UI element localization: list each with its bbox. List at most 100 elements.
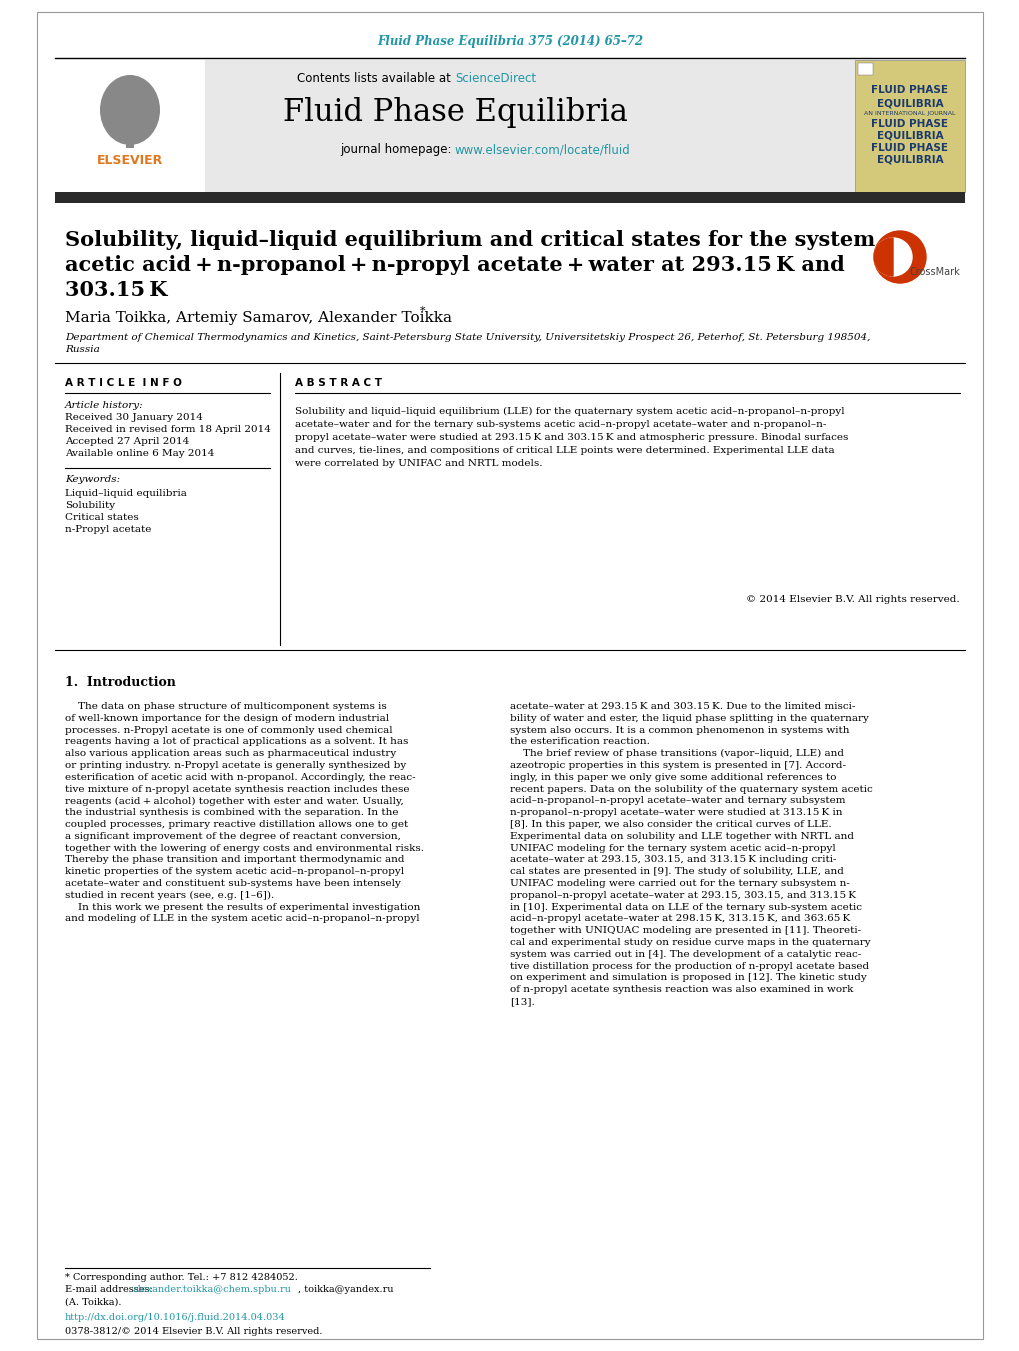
- Text: system was carried out in [4]. The development of a catalytic reac-: system was carried out in [4]. The devel…: [510, 950, 860, 959]
- Text: Solubility, liquid–liquid equilibrium and critical states for the system: Solubility, liquid–liquid equilibrium an…: [65, 230, 874, 250]
- FancyBboxPatch shape: [55, 59, 854, 192]
- Text: journal homepage:: journal homepage:: [339, 143, 454, 157]
- Circle shape: [873, 238, 911, 276]
- Text: tive mixture of n-propyl acetate synthesis reaction includes these: tive mixture of n-propyl acetate synthes…: [65, 785, 409, 793]
- Text: acetate–water at 293.15 K and 303.15 K. Due to the limited misci-: acetate–water at 293.15 K and 303.15 K. …: [510, 703, 855, 711]
- Text: acetate–water at 293.15, 303.15, and 313.15 K including criti-: acetate–water at 293.15, 303.15, and 313…: [510, 855, 836, 865]
- Text: www.elsevier.com/locate/fluid: www.elsevier.com/locate/fluid: [454, 143, 630, 157]
- Text: 303.15 K: 303.15 K: [65, 280, 167, 300]
- Text: [13].: [13].: [510, 997, 534, 1006]
- Text: cal and experimental study on residue curve maps in the quaternary: cal and experimental study on residue cu…: [510, 938, 870, 947]
- Text: n-propanol–n-propyl acetate–water were studied at 313.15 K in: n-propanol–n-propyl acetate–water were s…: [510, 808, 842, 817]
- Circle shape: [873, 231, 925, 282]
- Text: A B S T R A C T: A B S T R A C T: [294, 378, 382, 388]
- Text: [8]. In this paper, we also consider the critical curves of LLE.: [8]. In this paper, we also consider the…: [510, 820, 830, 830]
- Text: ELSEVIER: ELSEVIER: [97, 154, 163, 166]
- Text: the esterification reaction.: the esterification reaction.: [510, 738, 649, 746]
- Text: 1.  Introduction: 1. Introduction: [65, 677, 175, 689]
- Text: (A. Toikka).: (A. Toikka).: [65, 1297, 121, 1306]
- Text: together with the lowering of energy costs and environmental risks.: together with the lowering of energy cos…: [65, 843, 424, 852]
- Text: coupled processes, primary reactive distillation allows one to get: coupled processes, primary reactive dist…: [65, 820, 408, 830]
- Text: n-Propyl acetate: n-Propyl acetate: [65, 524, 151, 534]
- Text: acetic acid + n-propanol + n-propyl acetate + water at 293.15 K and: acetic acid + n-propanol + n-propyl acet…: [65, 255, 844, 276]
- FancyBboxPatch shape: [854, 59, 964, 192]
- FancyBboxPatch shape: [857, 63, 872, 76]
- Text: system also occurs. It is a common phenomenon in systems with: system also occurs. It is a common pheno…: [510, 725, 849, 735]
- Text: The brief review of phase transitions (vapor–liquid, LLE) and: The brief review of phase transitions (v…: [510, 750, 843, 758]
- Text: propyl acetate–water were studied at 293.15 K and 303.15 K and atmospheric press: propyl acetate–water were studied at 293…: [294, 434, 848, 442]
- Text: The data on phase structure of multicomponent systems is: The data on phase structure of multicomp…: [65, 703, 386, 711]
- Text: Available online 6 May 2014: Available online 6 May 2014: [65, 450, 214, 458]
- Text: FLUID PHASE: FLUID PHASE: [870, 119, 948, 128]
- Text: on experiment and simulation is proposed in [12]. The kinetic study: on experiment and simulation is proposed…: [510, 974, 866, 982]
- Text: processes. n-Propyl acetate is one of commonly used chemical: processes. n-Propyl acetate is one of co…: [65, 725, 392, 735]
- Ellipse shape: [100, 76, 160, 145]
- Text: Russia: Russia: [65, 346, 100, 354]
- Text: UNIFAC modeling for the ternary system acetic acid–n-propyl: UNIFAC modeling for the ternary system a…: [510, 843, 835, 852]
- Text: Accepted 27 April 2014: Accepted 27 April 2014: [65, 438, 190, 446]
- Text: Critical states: Critical states: [65, 512, 139, 521]
- Text: Fluid Phase Equilibria: Fluid Phase Equilibria: [282, 96, 627, 127]
- Text: Liquid–liquid equilibria: Liquid–liquid equilibria: [65, 489, 186, 497]
- Wedge shape: [873, 238, 892, 276]
- Text: and curves, tie-lines, and compositions of critical LLE points were determined. : and curves, tie-lines, and compositions …: [294, 446, 834, 455]
- Text: © 2014 Elsevier B.V. All rights reserved.: © 2014 Elsevier B.V. All rights reserved…: [746, 596, 959, 604]
- Text: ingly, in this paper we only give some additional references to: ingly, in this paper we only give some a…: [510, 773, 836, 782]
- Text: http://dx.doi.org/10.1016/j.fluid.2014.04.034: http://dx.doi.org/10.1016/j.fluid.2014.0…: [65, 1313, 285, 1323]
- Text: acetate–water and constituent sub-systems have been intensely: acetate–water and constituent sub-system…: [65, 880, 400, 888]
- Text: Received 30 January 2014: Received 30 January 2014: [65, 413, 203, 423]
- Text: Solubility and liquid–liquid equilibrium (LLE) for the quaternary system acetic : Solubility and liquid–liquid equilibrium…: [294, 407, 844, 416]
- Text: reagents having a lot of practical applications as a solvent. It has: reagents having a lot of practical appli…: [65, 738, 408, 746]
- Text: recent papers. Data on the solubility of the quaternary system acetic: recent papers. Data on the solubility of…: [510, 785, 872, 793]
- Text: Solubility: Solubility: [65, 500, 115, 509]
- Text: Thereby the phase transition and important thermodynamic and: Thereby the phase transition and importa…: [65, 855, 405, 865]
- Text: studied in recent years (see, e.g. [1–6]).: studied in recent years (see, e.g. [1–6]…: [65, 890, 274, 900]
- Text: EQUILIBRIA: EQUILIBRIA: [875, 155, 943, 165]
- Text: a significant improvement of the degree of reactant conversion,: a significant improvement of the degree …: [65, 832, 400, 840]
- Text: CrossMark: CrossMark: [909, 267, 960, 277]
- Text: UNIFAC modeling were carried out for the ternary subsystem n-: UNIFAC modeling were carried out for the…: [510, 880, 849, 888]
- Text: 0378-3812/© 2014 Elsevier B.V. All rights reserved.: 0378-3812/© 2014 Elsevier B.V. All right…: [65, 1327, 322, 1336]
- Text: tive distillation process for the production of n-propyl acetate based: tive distillation process for the produc…: [510, 962, 868, 970]
- Text: AN INTERNATIONAL JOURNAL: AN INTERNATIONAL JOURNAL: [863, 112, 955, 116]
- Text: Maria Toikka, Artemiy Samarov, Alexander Toikka: Maria Toikka, Artemiy Samarov, Alexander…: [65, 311, 451, 326]
- Text: E-mail addresses:: E-mail addresses:: [65, 1286, 156, 1294]
- Text: Article history:: Article history:: [65, 400, 144, 409]
- Text: and modeling of LLE in the system acetic acid–n-propanol–n-propyl: and modeling of LLE in the system acetic…: [65, 915, 419, 923]
- Text: , toikka@yandex.ru: , toikka@yandex.ru: [298, 1286, 393, 1294]
- Text: *: *: [420, 305, 425, 316]
- Text: azeotropic properties in this system is presented in [7]. Accord-: azeotropic properties in this system is …: [510, 761, 845, 770]
- Text: were correlated by UNIFAC and NRTL models.: were correlated by UNIFAC and NRTL model…: [294, 459, 542, 467]
- Text: acid–n-propanol–n-propyl acetate–water and ternary subsystem: acid–n-propanol–n-propyl acetate–water a…: [510, 796, 845, 805]
- Text: In this work we present the results of experimental investigation: In this work we present the results of e…: [65, 902, 420, 912]
- Text: FLUID PHASE: FLUID PHASE: [870, 143, 948, 153]
- Text: reagents (acid + alcohol) together with ester and water. Usually,: reagents (acid + alcohol) together with …: [65, 796, 404, 805]
- Text: Received in revised form 18 April 2014: Received in revised form 18 April 2014: [65, 426, 271, 435]
- Text: of n-propyl acetate synthesis reaction was also examined in work: of n-propyl acetate synthesis reaction w…: [510, 985, 853, 994]
- Text: in [10]. Experimental data on LLE of the ternary sub-system acetic: in [10]. Experimental data on LLE of the…: [510, 902, 861, 912]
- Text: FLUID PHASE: FLUID PHASE: [870, 85, 948, 95]
- Text: acetate–water and for the ternary sub-systems acetic acid–n-propyl acetate–water: acetate–water and for the ternary sub-sy…: [294, 420, 825, 430]
- Text: Fluid Phase Equilibria 375 (2014) 65–72: Fluid Phase Equilibria 375 (2014) 65–72: [377, 35, 642, 49]
- Text: Experimental data on solubility and LLE together with NRTL and: Experimental data on solubility and LLE …: [510, 832, 853, 840]
- Text: Contents lists available at: Contents lists available at: [298, 73, 454, 85]
- Text: or printing industry. n-Propyl acetate is generally synthesized by: or printing industry. n-Propyl acetate i…: [65, 761, 406, 770]
- Text: alexander.toikka@chem.spbu.ru: alexander.toikka@chem.spbu.ru: [132, 1286, 291, 1294]
- Text: * Corresponding author. Tel.: +7 812 4284052.: * Corresponding author. Tel.: +7 812 428…: [65, 1274, 298, 1282]
- Text: of well-known importance for the design of modern industrial: of well-known importance for the design …: [65, 713, 388, 723]
- Text: ScienceDirect: ScienceDirect: [454, 73, 536, 85]
- Text: Department of Chemical Thermodynamics and Kinetics, Saint-Petersburg State Unive: Department of Chemical Thermodynamics an…: [65, 332, 869, 342]
- Text: also various application areas such as pharmaceutical industry: also various application areas such as p…: [65, 750, 395, 758]
- Text: A R T I C L E  I N F O: A R T I C L E I N F O: [65, 378, 181, 388]
- Text: esterification of acetic acid with n-propanol. Accordingly, the reac-: esterification of acetic acid with n-pro…: [65, 773, 415, 782]
- FancyBboxPatch shape: [55, 59, 205, 192]
- FancyBboxPatch shape: [55, 192, 964, 203]
- Text: the industrial synthesis is combined with the separation. In the: the industrial synthesis is combined wit…: [65, 808, 398, 817]
- FancyBboxPatch shape: [126, 130, 133, 149]
- Text: Keywords:: Keywords:: [65, 476, 120, 485]
- Text: kinetic properties of the system acetic acid–n-propanol–n-propyl: kinetic properties of the system acetic …: [65, 867, 404, 877]
- Text: acid–n-propyl acetate–water at 298.15 K, 313.15 K, and 363.65 K: acid–n-propyl acetate–water at 298.15 K,…: [510, 915, 850, 923]
- Text: EQUILIBRIA: EQUILIBRIA: [875, 99, 943, 108]
- Text: bility of water and ester, the liquid phase splitting in the quaternary: bility of water and ester, the liquid ph…: [510, 713, 868, 723]
- Text: EQUILIBRIA: EQUILIBRIA: [875, 131, 943, 141]
